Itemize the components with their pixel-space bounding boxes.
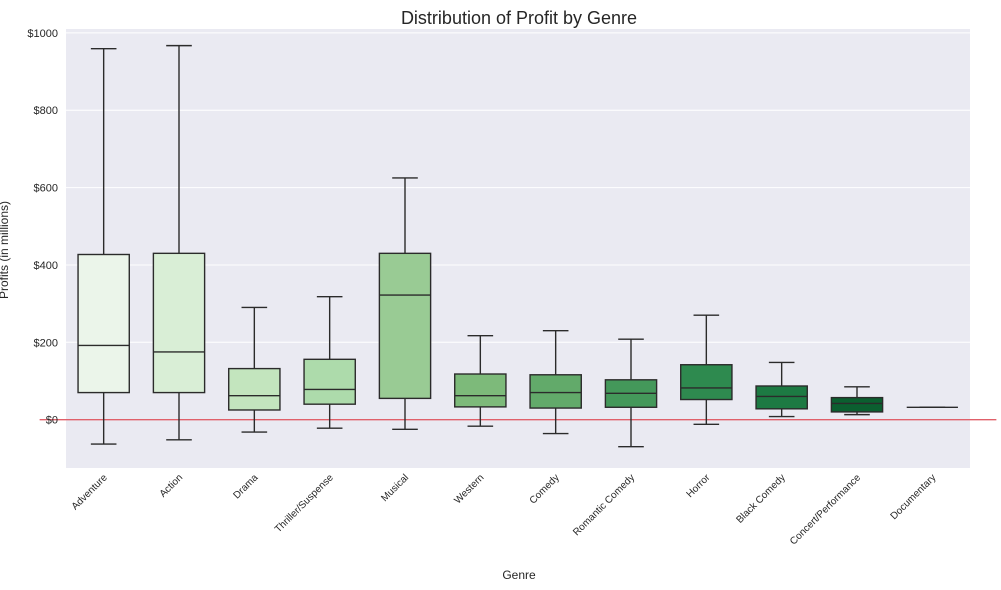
box-iqr (680, 364, 733, 401)
y-axis-label: Profits (in millions) (0, 201, 11, 299)
x-tick-label: Comedy (528, 472, 562, 506)
y-tick-label: $0 (46, 415, 58, 427)
x-tick-label: Action (158, 472, 185, 499)
x-tick-label: Thriller/Suspense (273, 472, 336, 535)
box-iqr (228, 367, 281, 411)
box-iqr (454, 373, 507, 408)
box-comedy (529, 329, 582, 435)
x-tick-label: Concert/Performance (788, 472, 863, 547)
x-tick-label: Drama (231, 472, 260, 501)
x-axis-label: Genre (502, 568, 536, 582)
box-iqr (378, 252, 432, 400)
plot-area (66, 29, 970, 468)
box-thriller-suspense (303, 295, 356, 429)
box-iqr (152, 252, 206, 394)
x-tick-label: Musical (379, 472, 411, 504)
box-black-comedy (755, 361, 808, 418)
y-tick-label: $600 (34, 183, 58, 195)
box-horror (680, 314, 733, 425)
x-tick-label: Documentary (889, 472, 939, 522)
x-tick-label: Horror (685, 472, 713, 500)
box-action (152, 44, 206, 441)
x-tick-label: Western (452, 472, 486, 506)
y-tick-label: $800 (34, 105, 58, 117)
x-tick-label: Adventure (70, 472, 110, 512)
box-iqr (830, 396, 884, 413)
box-western (454, 335, 507, 427)
box-iqr (303, 358, 356, 405)
x-tick-label: Romantic Comedy (571, 472, 637, 538)
box-iqr (529, 374, 582, 409)
chart-title: Distribution of Profit by Genre (401, 8, 637, 28)
box-musical (378, 177, 432, 431)
x-tick-label: Black Comedy (734, 472, 787, 525)
y-tick-label: $200 (34, 337, 58, 349)
x-axis-ticks: Adventure Action Drama Thriller/Suspense Mus… (70, 472, 939, 547)
y-tick-label: $1000 (27, 28, 58, 40)
y-axis-ticks: $0 $200 $400 $600 $800 $1000 (27, 28, 58, 427)
box-concert-performance (830, 386, 884, 416)
box-drama (228, 306, 281, 433)
y-tick-label: $400 (34, 260, 58, 272)
box-series (77, 44, 958, 448)
box-iqr (77, 253, 130, 394)
box-iqr (755, 385, 808, 410)
box-adventure (77, 48, 130, 445)
box-romantic-comedy (604, 338, 658, 448)
